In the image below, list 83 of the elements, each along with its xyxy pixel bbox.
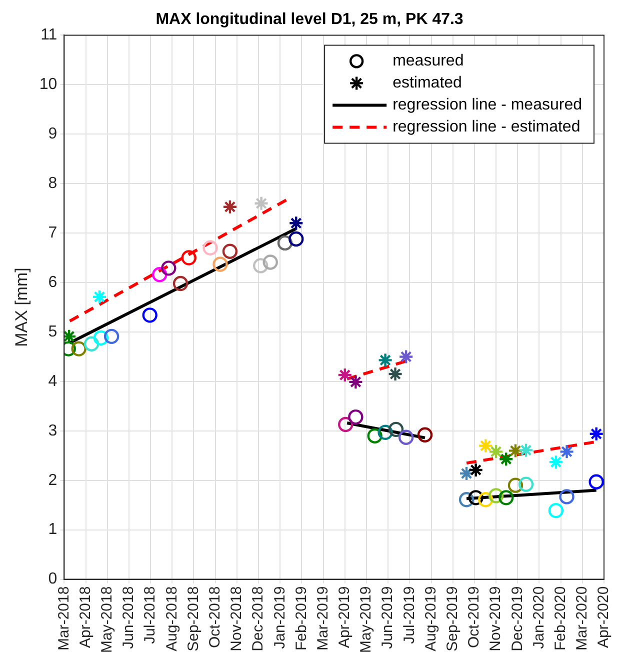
point [398,430,414,445]
point [458,492,474,508]
point [212,256,228,272]
x-tick-label: Sep-2019 [444,586,461,652]
x-tick-label: Jul-2018 [142,586,159,644]
point [202,240,218,256]
point [468,490,484,506]
legend-label: regression line - measured [392,96,582,114]
point [458,466,474,482]
point [253,258,268,274]
x-tick-label: Mar-2019 [314,586,332,650]
point [468,462,484,478]
x-tick-label: Apr-2020 [595,586,612,648]
y-tick-label: 6 [48,274,58,291]
point [488,488,504,504]
point [338,416,354,432]
chart-title: MAX longitudinal level D1, 25 m, PK 47.3 [156,11,464,28]
legend-label: regression line - estimated [392,118,580,136]
x-tick-label: Jun-2018 [120,586,138,649]
x-tick-label: Mar-2020 [574,586,591,650]
x-tick-label: Jul-2019 [400,586,418,644]
point [337,367,352,383]
x-tick-label: Oct-2019 [466,586,483,648]
x-tick-label: Mar-2018 [55,586,72,650]
point [142,308,158,323]
point [388,422,404,438]
x-tick-label: Dec-2018 [250,586,267,652]
point [488,444,504,460]
x-tick-label: Jan-2020 [530,586,548,649]
y-tick-label: 0 [48,570,58,588]
point [378,352,393,368]
point [518,476,534,492]
x-tick-label: May-2018 [98,586,116,653]
y-tick-label: 3 [48,422,58,440]
x-tick-label: Apr-2019 [336,586,354,648]
y-tick-label: 8 [48,174,58,192]
y-axis-title: MAX [mm] [12,268,31,347]
x-tick-label: Dec-2019 [508,586,526,652]
x-tick-label: Feb-2020 [552,586,569,651]
point [288,231,304,247]
x-tick-label: Jan-2019 [271,586,288,649]
y-tick-label: 4 [48,372,58,390]
x-tick-label: Nov-2018 [228,586,246,652]
point [388,366,403,382]
point [508,478,524,493]
point [254,196,269,211]
point [559,489,574,504]
y-tick-label: 1 [48,521,58,538]
point [398,349,414,364]
x-tick-label: May-2019 [358,586,375,653]
point [417,427,433,442]
point [161,260,176,276]
x-tick-label: Aug-2018 [163,586,180,652]
x-tick-label: Oct-2018 [206,586,224,648]
y-tick-label: 10 [39,76,58,94]
y-tick-label: 5 [48,323,58,340]
point [478,438,494,454]
point [71,341,86,356]
point [588,474,604,490]
point [222,244,238,259]
point [288,216,304,231]
point [172,276,188,292]
y-tick-label: 7 [48,224,58,242]
x-tick-label: Sep-2018 [184,586,202,652]
point [181,250,196,266]
x-tick-label: Jun-2019 [379,586,396,649]
point [84,336,100,352]
x-tick-label: Feb-2019 [292,586,310,651]
point [104,328,120,344]
point [277,235,293,251]
y-tick-label: 9 [48,126,58,143]
point [262,254,278,270]
legend-label: measured [392,52,464,70]
point [152,267,168,282]
y-tick-label: 2 [48,472,58,489]
point [478,492,494,508]
y-tick-label: 11 [40,26,58,44]
legend-label: estimated [392,74,462,92]
point [378,424,393,440]
x-tick-label: Nov-2019 [487,586,504,652]
point [348,409,364,425]
x-tick-label: Aug-2019 [422,586,440,652]
x-tick-label: Apr-2018 [76,586,94,648]
